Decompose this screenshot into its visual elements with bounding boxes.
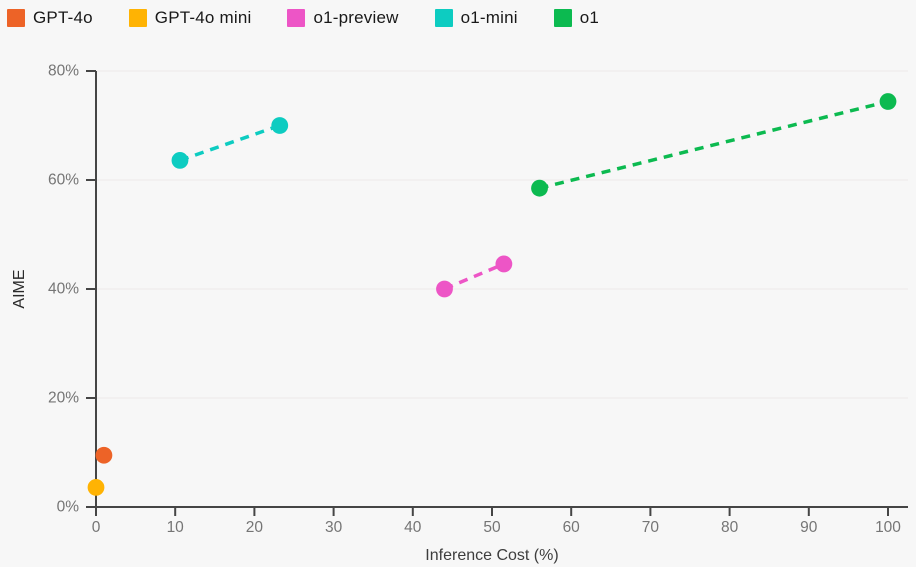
x-tick-label-50: 50 [483, 519, 501, 536]
data-point-o1-preview-0 [436, 280, 453, 298]
legend-label-o1-preview: o1-preview [313, 8, 399, 27]
data-point-o1-mini-0 [171, 151, 189, 169]
y-tick-label-60: 60% [48, 172, 79, 189]
data-point-o1-1 [879, 93, 897, 110]
legend-swatch-o1 [553, 9, 572, 27]
series-gpt-4o-mini [87, 478, 105, 496]
series-o1-preview [436, 255, 513, 298]
x-tick-label-70: 70 [642, 519, 660, 536]
y-axis-title: AIME [11, 269, 28, 308]
tick-labels-layer: 0% 20% 40% 60% 80% 0 10 20 30 40 50 60 70 80 90 100 [48, 63, 901, 537]
series-gpt-4o [95, 446, 113, 464]
data-point-o1-mini-1 [271, 117, 289, 134]
legend-label-o1-mini: o1-mini [460, 8, 518, 27]
legend-item-gpt-4o-mini: GPT-4o mini [128, 8, 252, 28]
gridlines-layer [96, 70, 908, 399]
x-tick-label-0: 0 [92, 519, 101, 536]
data-point-gpt-4o-0 [95, 446, 113, 464]
series-o1-mini [171, 117, 289, 169]
legend-item-o1-preview: o1-preview [287, 8, 398, 28]
legend: GPT-4o GPT-4o mini o1-preview o1-mini o1 [7, 8, 599, 28]
legend-item-gpt-4o: GPT-4o [7, 8, 93, 28]
axes-layer [86, 70, 908, 516]
legend-item-o1-mini: o1-mini [434, 8, 518, 28]
x-axis-title: Inference Cost (%) [425, 547, 558, 564]
legend-swatch-gpt-4o [7, 9, 25, 27]
connector-line-o1-mini [179, 123, 281, 163]
x-tick-label-10: 10 [167, 519, 185, 536]
y-tick-label-20: 20% [48, 390, 79, 407]
series-o1 [531, 93, 897, 197]
legend-swatch-o1-mini [434, 9, 453, 27]
data-point-o1-0 [531, 179, 548, 197]
y-axis-title-group: AIME [11, 269, 28, 308]
data-point-gpt-4o-mini-0 [87, 478, 105, 496]
legend-label-gpt-4o-mini: GPT-4o mini [154, 8, 252, 27]
legend-swatch-o1-preview [287, 9, 306, 27]
x-tick-label-60: 60 [563, 519, 581, 536]
x-tick-label-40: 40 [404, 519, 422, 536]
axis-titles-layer: Inference Cost (%) AIME [11, 269, 559, 564]
x-tick-label-100: 100 [875, 519, 901, 536]
y-tick-label-80: 80% [48, 63, 79, 80]
y-tick-label-40: 40% [48, 281, 79, 298]
x-tick-label-20: 20 [246, 519, 264, 536]
legend-label-gpt-4o: GPT-4o [33, 8, 93, 27]
y-tick-label-0: 0% [57, 499, 80, 516]
x-tick-label-80: 80 [721, 519, 739, 536]
series-layer [87, 93, 897, 496]
connector-line-o1-preview [443, 262, 505, 291]
x-tick-label-30: 30 [325, 519, 343, 536]
legend-swatch-gpt-4o-mini [128, 9, 147, 27]
legend-item-o1: o1 [553, 8, 600, 28]
x-tick-label-90: 90 [800, 519, 818, 536]
data-point-o1-preview-1 [495, 255, 513, 273]
legend-label-o1: o1 [579, 8, 600, 27]
connector-line-o1 [539, 99, 889, 190]
